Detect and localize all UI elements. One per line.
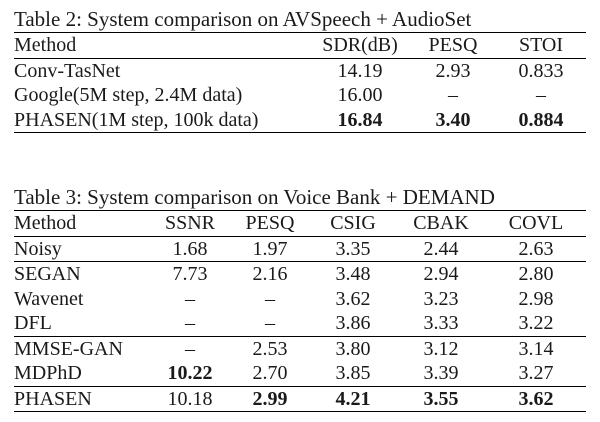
method-cell: PHASEN <box>14 387 92 410</box>
value-cell: – <box>185 337 195 360</box>
value-cell: 2.94 <box>423 263 459 285</box>
method-cell: Noisy <box>14 237 62 260</box>
method-cell: Conv-TasNet <box>14 59 121 82</box>
table-row: MMSE-GAN – 2.53 3.80 3.12 3.14 <box>14 336 586 361</box>
table-row: Noisy 1.68 1.97 3.35 2.44 2.63 <box>14 236 586 262</box>
table-2: Table 2: System comparison on AVSpeech +… <box>14 6 586 133</box>
value-cell: – <box>265 312 275 334</box>
value-cell: – <box>185 287 195 310</box>
table-row: DFL – – 3.86 3.33 3.22 <box>14 311 586 336</box>
value-cell: 2.16 <box>252 263 288 285</box>
value-cell: 3.40 <box>435 108 471 131</box>
value-cell: – <box>536 84 546 106</box>
header-covl: COVL <box>508 212 564 234</box>
header-method: Method <box>14 34 77 56</box>
table-2-caption: Table 2: System comparison on AVSpeech +… <box>14 7 472 31</box>
table-row: Wavenet – – 3.62 3.23 2.98 <box>14 287 586 312</box>
value-cell: 3.86 <box>335 312 371 334</box>
method-cell: Wavenet <box>14 287 84 310</box>
value-cell: 2.63 <box>518 237 554 260</box>
value-cell: – <box>185 312 195 334</box>
value-cell: 3.62 <box>335 287 371 310</box>
value-cell: 10.18 <box>167 387 213 410</box>
value-cell: – <box>265 287 275 310</box>
value-cell: 3.22 <box>518 312 554 334</box>
value-cell: 1.68 <box>172 237 208 260</box>
value-cell: 3.48 <box>335 263 371 285</box>
method-cell: Google(5M step, 2.4M data) <box>14 84 243 106</box>
value-cell: 16.84 <box>337 108 383 131</box>
value-cell: 2.93 <box>435 59 471 82</box>
value-cell: 3.55 <box>423 387 459 410</box>
value-cell: 3.33 <box>423 312 459 334</box>
value-cell: 0.884 <box>518 108 564 131</box>
value-cell: 3.85 <box>335 362 371 384</box>
method-cell: PHASEN(1M step, 100k data) <box>14 108 259 131</box>
value-cell: 2.44 <box>423 237 459 260</box>
header-cbak: CBAK <box>413 212 469 234</box>
value-cell: 3.23 <box>423 287 459 310</box>
table-row: SEGAN 7.73 2.16 3.48 2.94 2.80 <box>14 261 586 287</box>
value-cell: 14.19 <box>337 59 383 82</box>
value-cell: 2.70 <box>252 362 288 384</box>
table-row: PHASEN(1M step, 100k data) 16.84 3.40 0.… <box>14 108 586 133</box>
value-cell: 7.73 <box>172 263 208 285</box>
method-cell: DFL <box>14 312 52 334</box>
value-cell: 3.14 <box>518 337 554 360</box>
value-cell: 2.98 <box>518 287 554 310</box>
table-2-grid: Method SDR(dB) PESQ STOI Conv-TasNet 14.… <box>14 32 586 133</box>
value-cell: 3.12 <box>423 337 459 360</box>
header-method: Method <box>14 212 77 234</box>
value-cell: 3.35 <box>335 237 371 260</box>
method-cell: SEGAN <box>14 263 81 285</box>
table-row: Conv-TasNet 14.19 2.93 0.833 <box>14 58 586 83</box>
value-cell: 10.22 <box>167 362 213 384</box>
value-cell: 16.00 <box>337 84 383 106</box>
value-cell: 3.27 <box>518 362 554 384</box>
value-cell: 3.39 <box>423 362 459 384</box>
table-3-header-row: Method SSNR PESQ CSIG CBAK COVL <box>14 210 586 236</box>
table-3: Table 3: System comparison on Voice Bank… <box>14 184 586 412</box>
table-row: Google(5M step, 2.4M data) 16.00 – – <box>14 83 586 108</box>
value-cell: 1.97 <box>252 237 288 260</box>
header-stoi: STOI <box>518 34 564 56</box>
table-row: MDPhD 10.22 2.70 3.85 3.39 3.27 <box>14 361 586 386</box>
value-cell: 4.21 <box>335 387 371 410</box>
value-cell: – <box>448 84 458 106</box>
table-3-grid: Method SSNR PESQ CSIG CBAK COVL Noisy 1.6… <box>14 210 586 412</box>
method-cell: MDPhD <box>14 362 82 384</box>
value-cell: 2.80 <box>518 263 554 285</box>
value-cell: 3.62 <box>518 387 554 410</box>
header-ssnr: SSNR <box>164 212 216 234</box>
value-cell: 0.833 <box>518 59 564 82</box>
header-sdr: SDR(dB) <box>322 34 398 56</box>
table-3-caption: Table 3: System comparison on Voice Bank… <box>14 185 495 209</box>
table-2-header-row: Method SDR(dB) PESQ STOI <box>14 32 586 58</box>
value-cell: 2.53 <box>252 337 288 360</box>
value-cell: 3.80 <box>335 337 371 360</box>
method-cell: MMSE-GAN <box>14 337 123 360</box>
header-pesq: PESQ <box>245 212 295 234</box>
value-cell: 2.99 <box>252 387 288 410</box>
header-pesq: PESQ <box>428 34 478 56</box>
table-row: PHASEN 10.18 2.99 4.21 3.55 3.62 <box>14 386 586 412</box>
header-csig: CSIG <box>330 212 376 234</box>
